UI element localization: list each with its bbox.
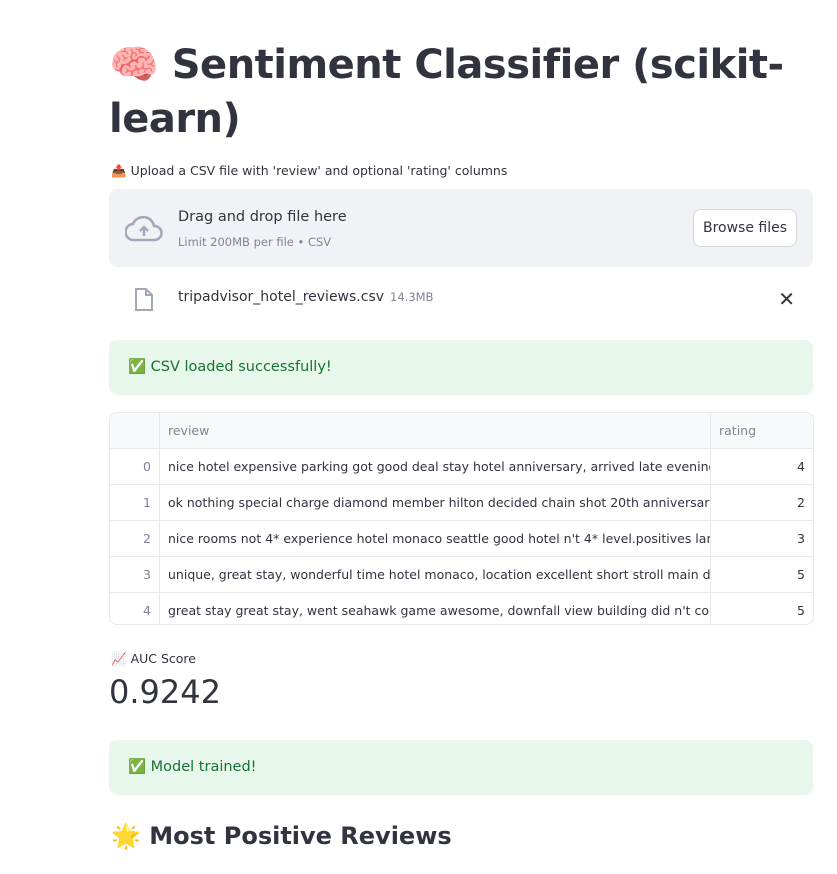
browse-files-button[interactable]: Browse files [693, 209, 797, 247]
table-row: 2 nice rooms not 4* experience hotel mona… [110, 521, 813, 557]
cloud-upload-icon [125, 215, 163, 242]
success-alert-loaded: ✅ CSV loaded successfully! [109, 340, 813, 395]
upload-icon: 📤 [111, 163, 127, 178]
table-row: 3 unique, great stay, wonderful time hote… [110, 557, 813, 593]
file-icon [135, 288, 153, 311]
data-table[interactable]: review rating 0 nice hotel expensive park… [109, 412, 814, 625]
column-header-review[interactable]: review [160, 413, 711, 448]
file-name: tripadvisor_hotel_reviews.csv [178, 289, 385, 305]
metric-value: 0.9242 [109, 673, 221, 711]
star-icon: 🌟 [111, 822, 141, 850]
uploader-label: 📤 Upload a CSV file with 'review' and op… [111, 163, 508, 178]
dropzone-subtitle: Limit 200MB per file • CSV [178, 235, 332, 249]
table-row: 0 nice hotel expensive parking got good d… [110, 449, 813, 485]
column-header-rating[interactable]: rating [719, 423, 757, 438]
success-alert-trained: ✅ Model trained! [109, 740, 813, 795]
table-row: 1 ok nothing special charge diamond membe… [110, 485, 813, 521]
metric-label: 📈 AUC Score [111, 651, 196, 666]
remove-file-icon[interactable]: ✕ [778, 287, 795, 311]
page-title: 🧠 Sentiment Classifier (scikit-learn) [109, 42, 784, 142]
file-dropzone[interactable]: Drag and drop file here Limit 200MB per … [109, 189, 813, 267]
dropzone-title: Drag and drop file here [178, 209, 347, 225]
table-row: 4 great stay great stay, went seahawk gam… [110, 593, 813, 624]
table-header: review rating [110, 413, 813, 449]
chart-increasing-icon: 📈 [111, 651, 127, 666]
brain-icon: 🧠 [109, 42, 159, 88]
section-heading: 🌟 Most Positive Reviews [111, 822, 452, 850]
file-size: 14.3MB [390, 290, 434, 304]
uploaded-file: tripadvisor_hotel_reviews.csv 14.3MB ✕ [109, 285, 813, 315]
